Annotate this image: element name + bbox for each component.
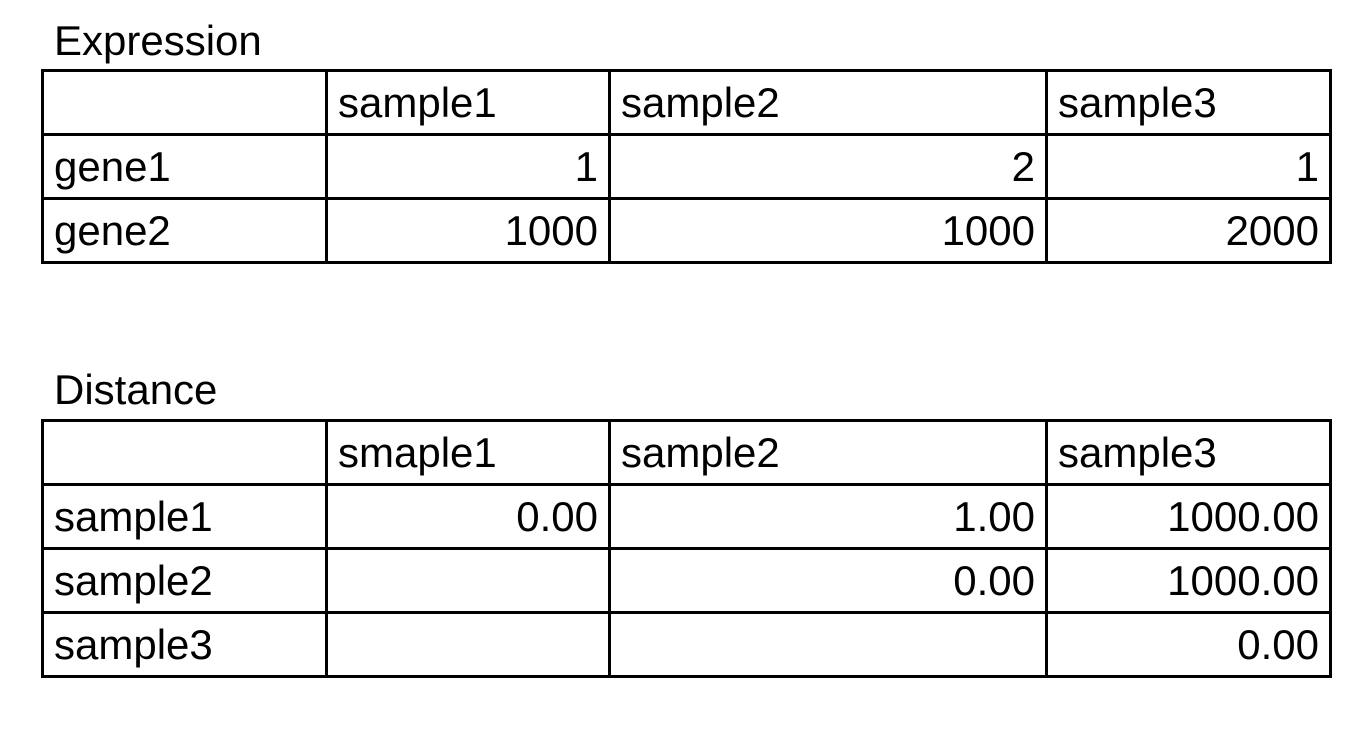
table-cell: 1000	[325, 197, 611, 264]
header-cell-sample1: sample1	[325, 69, 611, 136]
table-row: gene1 1 2 1	[41, 133, 1332, 200]
header-cell-smaple1: smaple1	[325, 419, 611, 486]
table-row: sample3 0.00	[41, 611, 1332, 678]
table-cell: 1	[1045, 133, 1332, 200]
table-cell: 0.00	[1045, 611, 1332, 678]
table-cell: 0.00	[608, 547, 1048, 614]
table-row: gene2 1000 1000 2000	[41, 197, 1332, 264]
row-label: gene2	[41, 197, 328, 264]
expression-table-title: Expression	[54, 17, 262, 64]
table-cell	[325, 611, 611, 678]
header-cell-sample3: sample3	[1045, 419, 1332, 486]
header-cell-sample2: sample2	[608, 69, 1048, 136]
row-label: sample1	[41, 483, 328, 550]
table-header-row: smaple1 sample2 sample3	[41, 419, 1332, 486]
table-cell: 1	[325, 133, 611, 200]
table-cell	[325, 547, 611, 614]
expression-table: sample1 sample2 sample3 gene1 1 2 1 gene…	[41, 69, 1332, 264]
header-cell-sample2: sample2	[608, 419, 1048, 486]
table-header-row: sample1 sample2 sample3	[41, 69, 1332, 136]
header-cell-corner	[41, 419, 328, 486]
header-cell-corner	[41, 69, 328, 136]
table-cell: 1000.00	[1045, 483, 1332, 550]
table-row: sample1 0.00 1.00 1000.00	[41, 483, 1332, 550]
table-cell: 1000	[608, 197, 1048, 264]
table-cell: 1.00	[608, 483, 1048, 550]
table-cell: 1000.00	[1045, 547, 1332, 614]
row-label: gene1	[41, 133, 328, 200]
distance-table-title: Distance	[54, 366, 218, 413]
row-label: sample2	[41, 547, 328, 614]
table-cell: 2000	[1045, 197, 1332, 264]
table-row: sample2 0.00 1000.00	[41, 547, 1332, 614]
table-cell: 2	[608, 133, 1048, 200]
distance-table: smaple1 sample2 sample3 sample1 0.00 1.0…	[41, 419, 1332, 678]
table-cell: 0.00	[325, 483, 611, 550]
table-cell	[608, 611, 1048, 678]
row-label: sample3	[41, 611, 328, 678]
header-cell-sample3: sample3	[1045, 69, 1332, 136]
